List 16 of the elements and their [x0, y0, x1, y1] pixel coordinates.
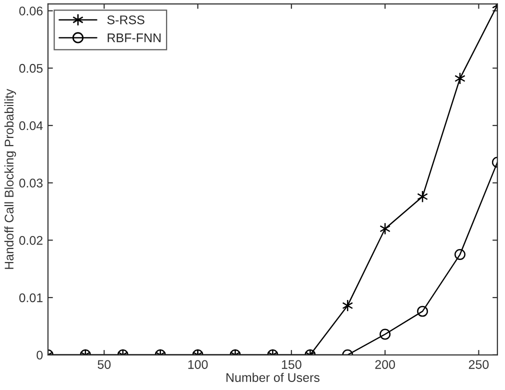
x-tick-label: 50 — [98, 360, 111, 369]
y-tick-label: 0.03 — [19, 178, 43, 188]
x-tick-label: 150 — [282, 360, 302, 369]
y-tick-label: 0.06 — [19, 6, 43, 16]
y-axis-title: Handoff Call Blocking Probability — [4, 88, 16, 269]
y-tick-label: 0.01 — [19, 293, 43, 302]
y-tick-label: 0.05 — [19, 64, 43, 73]
y-tick-label: 0.02 — [19, 236, 42, 245]
x-tick-label: 200 — [375, 360, 395, 369]
y-tick-label: 0 — [36, 350, 43, 360]
x-axis-title: Number of Users — [226, 372, 320, 382]
x-tick-label: 100 — [188, 360, 208, 369]
x-tick-label: 250 — [468, 360, 489, 369]
y-tick-label: 0.04 — [19, 121, 43, 130]
legend-label: S-RSS — [107, 15, 144, 24]
legend-label: RBF-FNN — [108, 34, 161, 42]
